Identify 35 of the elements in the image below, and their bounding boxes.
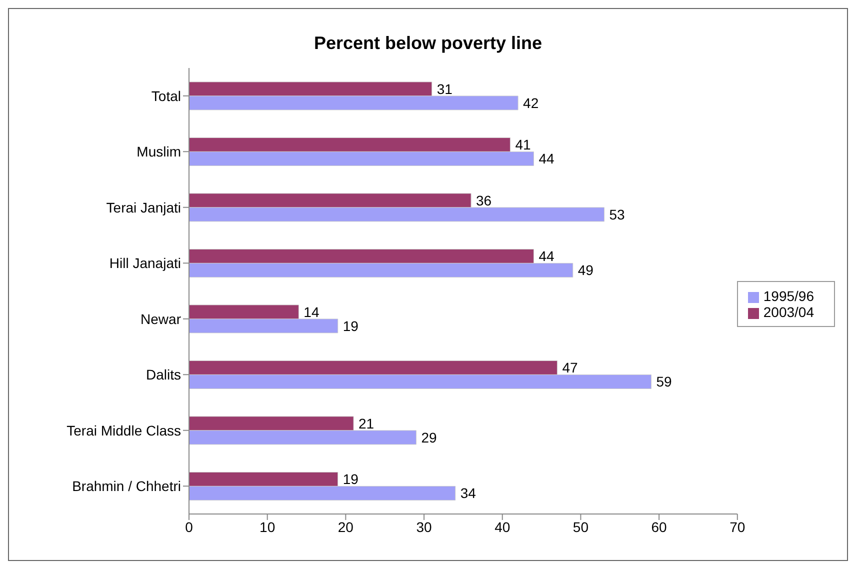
data-label: 44 [538,248,554,264]
y-tick-label: Newar [140,310,182,327]
y-tick-label: Terai Middle Class [66,422,181,438]
chart-title: Percent below poverty line [312,33,544,54]
y-tick-label: Muslim [136,144,181,160]
legend-label: 2003/04 [763,304,814,320]
x-tick-label: 20 [338,518,354,535]
y-tick-label: Brahmin / Chhetri [72,478,181,494]
x-tick-label: 30 [416,518,432,535]
data-label: 59 [656,374,672,390]
x-tick-label: 70 [730,518,746,535]
data-label: 14 [304,304,320,320]
y-tick-label: Hill Janajati [109,255,181,272]
data-label: 19 [342,471,359,488]
y-tick-label: Terai Janjati [106,199,181,216]
data-label: 41 [515,136,531,153]
data-label: 21 [358,415,374,432]
data-label: 31 [436,80,453,97]
y-tick-label: Total [151,88,181,104]
data-label: 47 [562,360,578,376]
x-tick-label: 50 [572,518,589,535]
legend-label: 1995/96 [763,288,814,304]
data-label: 42 [523,94,539,111]
data-label: 36 [476,192,492,208]
x-tick-label: 40 [494,518,510,535]
data-label: 19 [342,318,359,334]
data-label: 53 [609,206,625,222]
data-label: 29 [421,429,437,446]
data-label: 34 [460,485,476,502]
data-label: 49 [578,262,594,278]
x-tick-label: 0 [185,518,194,535]
y-tick-label: Dalits [146,366,181,383]
x-tick-label: 10 [260,518,276,535]
data-label: 44 [538,150,554,167]
x-tick-label: 60 [651,518,668,535]
